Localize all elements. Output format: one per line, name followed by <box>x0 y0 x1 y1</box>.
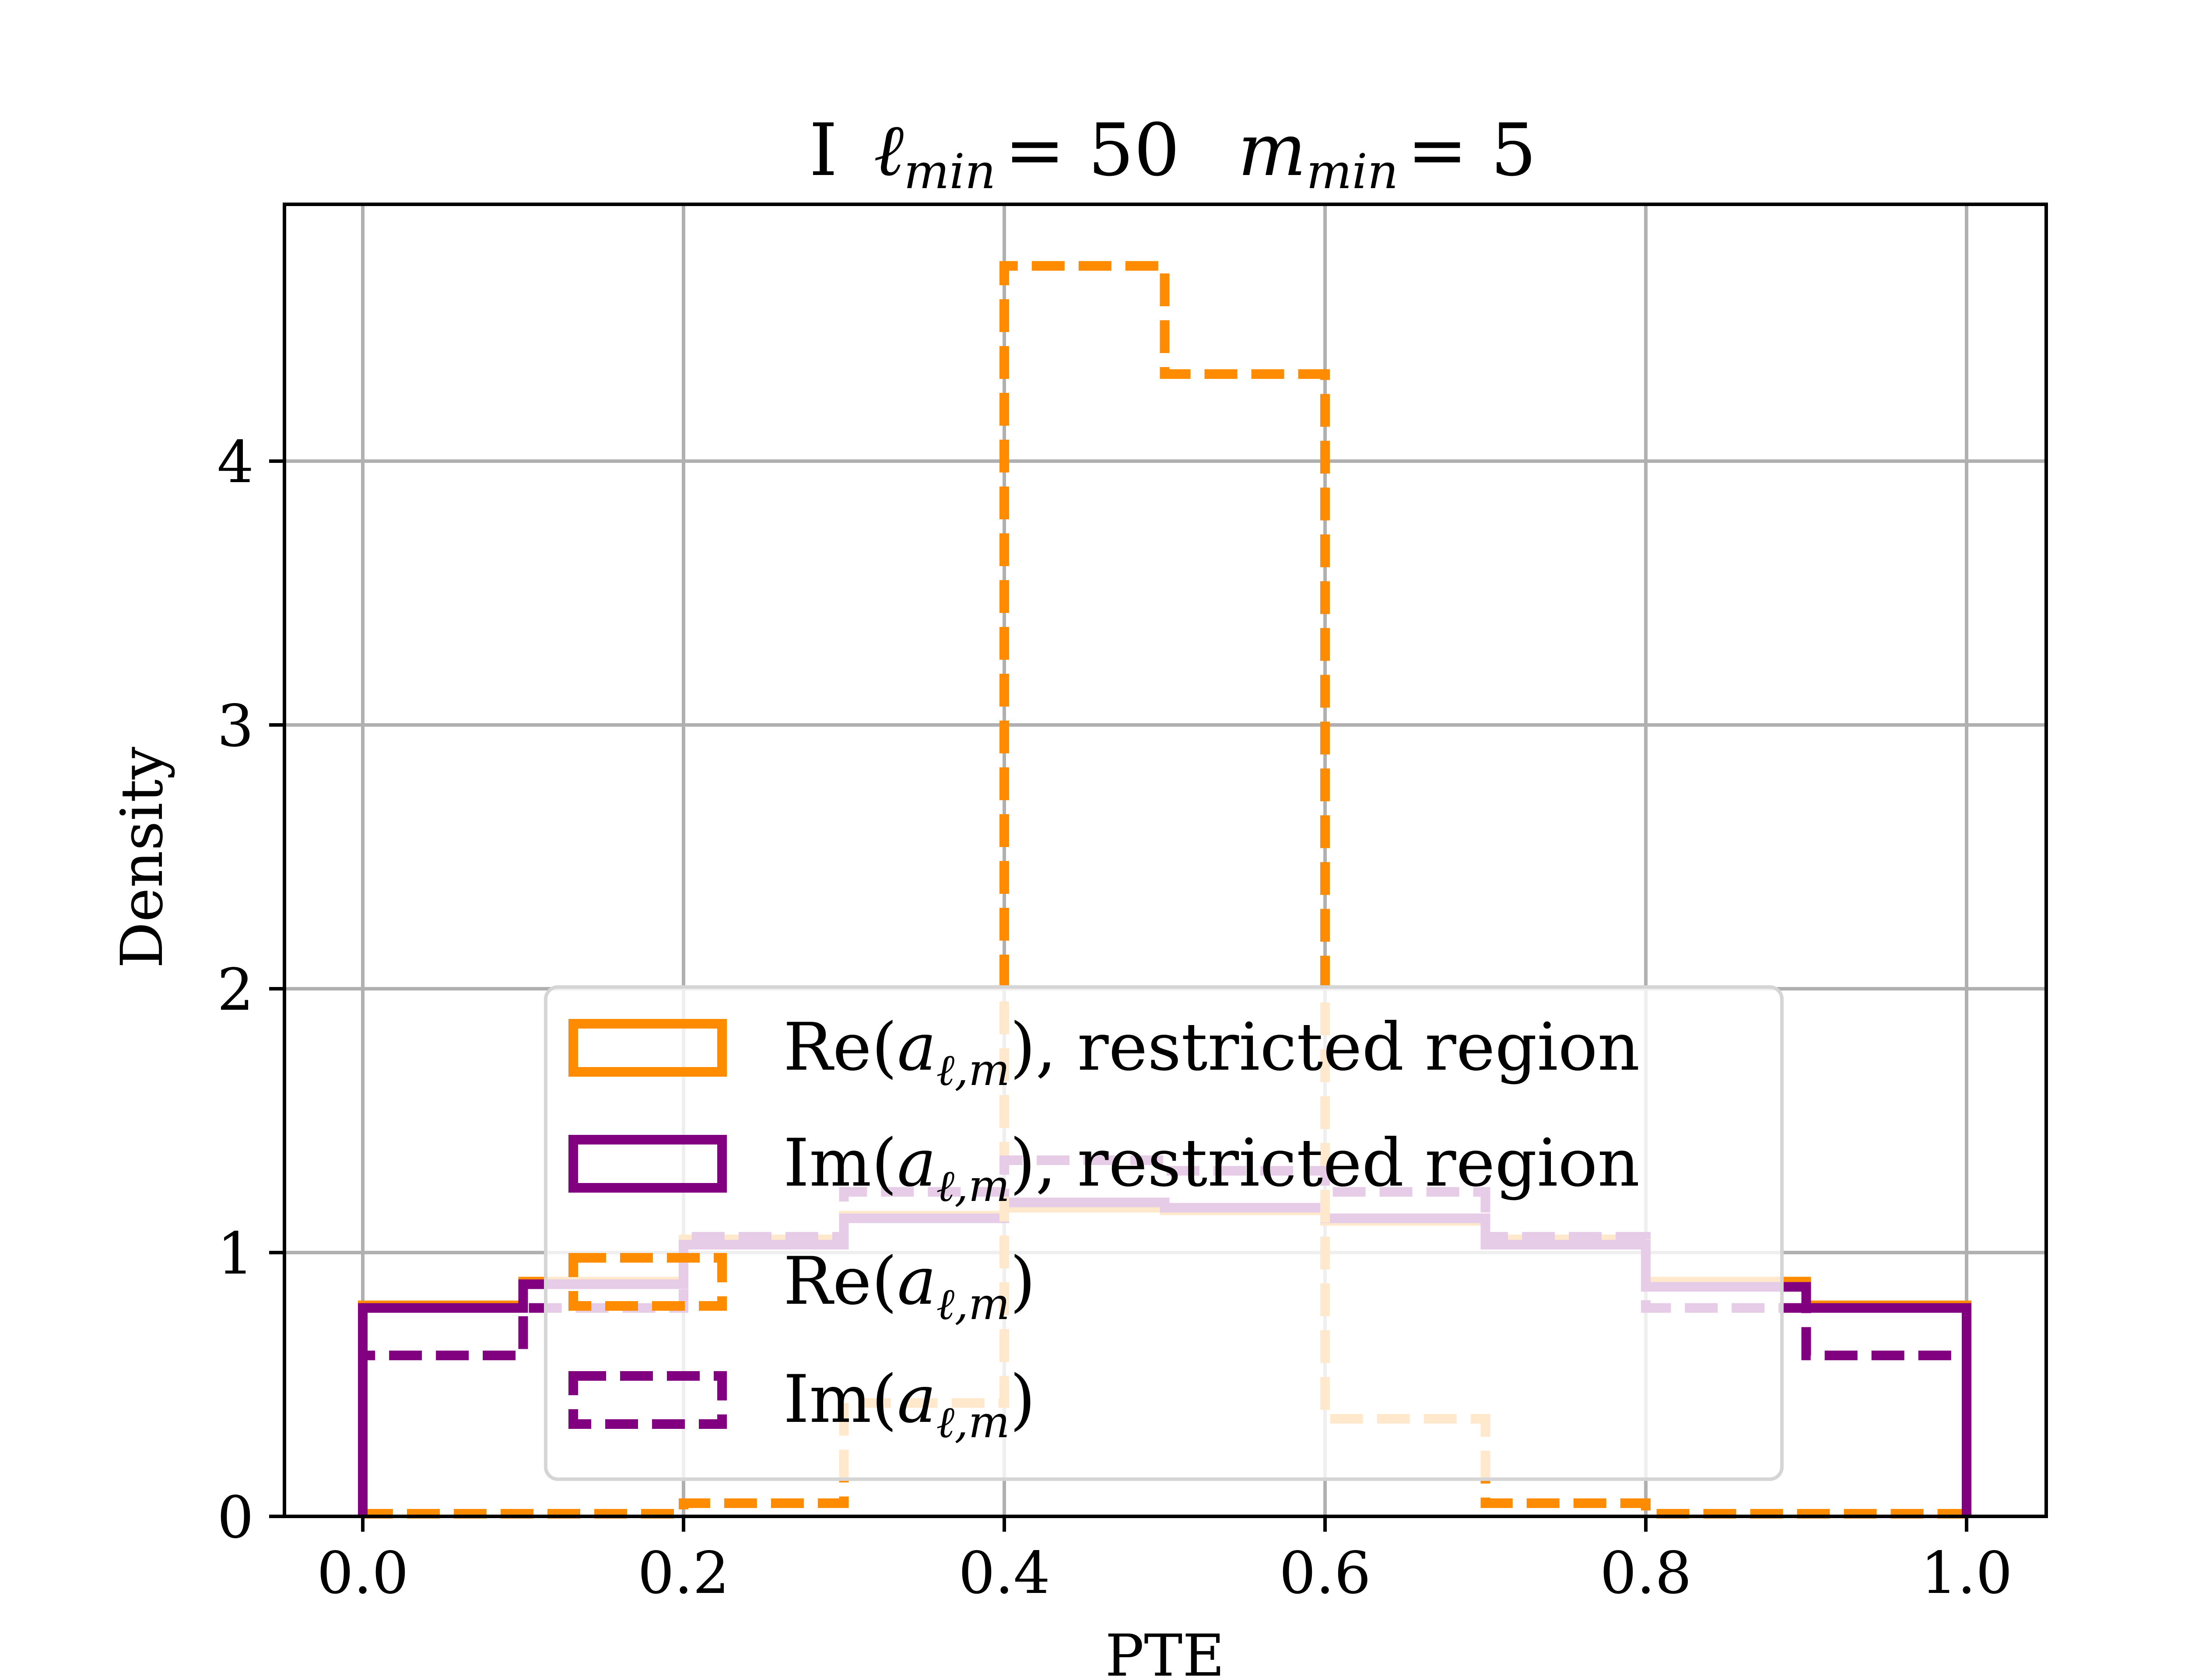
x-tick-label: 0.4 <box>958 1540 1050 1607</box>
legend-handle-solid-re <box>568 1019 727 1077</box>
x-tick-label: 0.0 <box>317 1540 409 1607</box>
legend-label: Im(aℓ,m) <box>783 1362 1035 1448</box>
x-tick-label: 1.0 <box>1921 1540 2013 1607</box>
x-tick-label: 0.8 <box>1600 1540 1692 1607</box>
y-tick-label: 3 <box>217 693 254 760</box>
legend-label: Re(aℓ,m), restricted region <box>783 1009 1640 1096</box>
legend-handle-dashed-re <box>568 1253 727 1311</box>
x-axis-label: PTE <box>1105 1622 1224 1680</box>
legend-frame <box>544 985 1784 1481</box>
y-tick-label: 1 <box>217 1220 254 1288</box>
y-tick-label: 2 <box>217 956 254 1024</box>
y-axis-label: Density <box>109 746 176 968</box>
chart-title: I ℓmin = 50 mmin = 5 <box>809 108 1536 200</box>
legend-label: Im(aℓ,m), restricted region <box>783 1125 1640 1211</box>
axes-frame <box>283 203 2048 1518</box>
axis-ticks: 0.0 0.2 0.4 0.6 0.8 1.0 0 1 2 3 4 <box>217 429 2013 1607</box>
y-tick-label: 4 <box>217 429 254 496</box>
legend: Re(aℓ,m), restricted region Im(aℓ,m), res… <box>544 985 1784 1481</box>
legend-label: Re(aℓ,m) <box>783 1243 1035 1330</box>
legend-handle-dashed-im <box>568 1371 727 1429</box>
legend-handle-solid-im <box>568 1135 727 1193</box>
x-tick-label: 0.2 <box>638 1540 729 1607</box>
x-tick-label: 0.6 <box>1279 1540 1371 1607</box>
y-tick-label: 0 <box>217 1484 254 1551</box>
